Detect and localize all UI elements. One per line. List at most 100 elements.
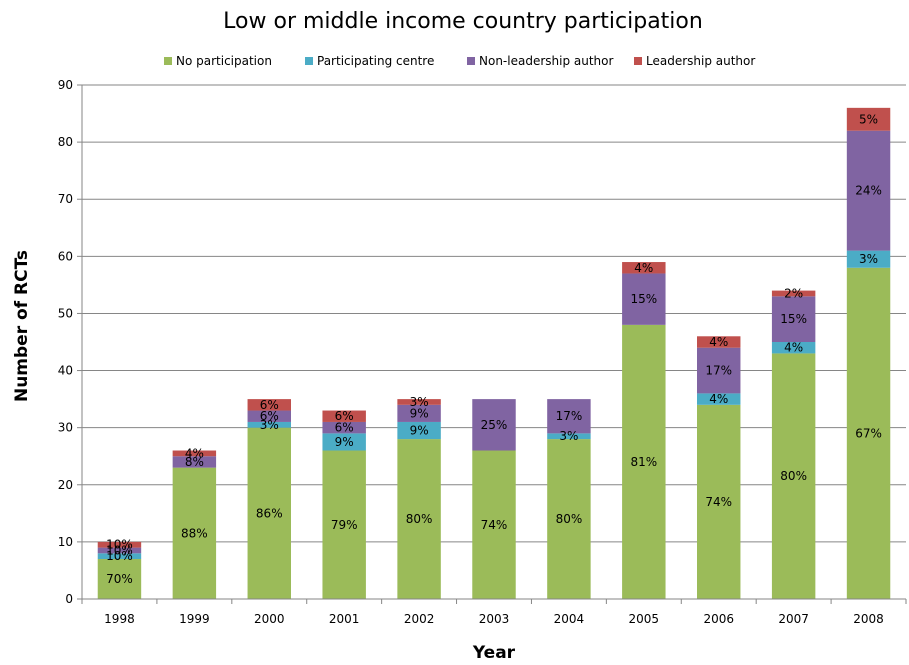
- y-tick-label: 0: [65, 592, 73, 606]
- bar-1998-participating-centre: [97, 553, 142, 560]
- bar-1998-no-participation: [97, 559, 142, 599]
- x-tick-label: 2005: [629, 612, 660, 626]
- data-label: 10%: [106, 538, 133, 552]
- bar-1999-leadership-author: [172, 450, 217, 457]
- data-label: 6%: [260, 398, 279, 412]
- data-label: 4%: [784, 341, 803, 355]
- x-tick-label: 2007: [778, 612, 809, 626]
- x-tick-label: 2008: [853, 612, 884, 626]
- bar-1999-non-leadership-author: [172, 456, 217, 468]
- bar-2004-participating-centre: [547, 433, 591, 440]
- x-tick-label: 1998: [104, 612, 135, 626]
- bar-2008-leadership-author: [846, 107, 891, 131]
- y-axis-title: Number of RCTs: [12, 250, 32, 402]
- data-label: 80%: [780, 469, 807, 483]
- data-label: 8%: [185, 455, 204, 469]
- bars: [97, 107, 891, 599]
- x-tick-label: 1999: [179, 612, 210, 626]
- legend-entry: No participation: [176, 54, 272, 68]
- gridlines: [82, 84, 906, 543]
- bar-2001-leadership-author: [322, 410, 366, 422]
- x-axis-title: Year: [472, 643, 516, 663]
- data-label: 70%: [106, 572, 133, 586]
- legend-entry: Participating centre: [317, 54, 434, 68]
- x-tick-label: 2001: [329, 612, 360, 626]
- data-label: 6%: [260, 409, 279, 423]
- bar-2001-participating-centre: [322, 433, 366, 451]
- bar-2007-no-participation: [771, 353, 816, 599]
- data-label: 9%: [410, 406, 429, 420]
- bar-1998-non-leadership-author: [97, 547, 142, 554]
- data-label: 9%: [335, 435, 354, 449]
- data-label: 86%: [256, 506, 283, 520]
- bar-2001-no-participation: [322, 450, 366, 599]
- y-tick-label: 40: [58, 364, 73, 378]
- legend-swatch: [305, 57, 313, 65]
- bar-2006-non-leadership-author: [697, 347, 741, 394]
- data-label: 17%: [705, 364, 732, 378]
- data-label: 74%: [705, 495, 732, 509]
- bar-2007-non-leadership-author: [771, 296, 816, 342]
- x-tick-label: 2006: [703, 612, 734, 626]
- data-label: 67%: [855, 426, 882, 440]
- y-tick-label: 20: [58, 478, 73, 492]
- legend: No participation Participating centre Non-…: [164, 54, 755, 68]
- bar-2000-participating-centre: [247, 421, 291, 428]
- data-label: 80%: [556, 512, 583, 526]
- bar-2008-participating-centre: [846, 250, 891, 268]
- data-label: 4%: [709, 392, 728, 406]
- y-tick-label: 30: [58, 421, 73, 435]
- data-label: 6%: [335, 409, 354, 423]
- legend-swatch: [467, 57, 475, 65]
- data-label: 79%: [331, 518, 358, 532]
- data-label: 81%: [630, 455, 657, 469]
- bar-2005-non-leadership-author: [622, 273, 666, 325]
- y-tick-label: 10: [58, 535, 73, 549]
- x-tick-label: 2002: [404, 612, 435, 626]
- x-axis-ticks: 1998 1999 2000 2001 2002 2003 2004 2005 2006 2007…: [81, 599, 907, 626]
- bar-2000-leadership-author: [247, 399, 291, 411]
- data-label: 4%: [709, 335, 728, 349]
- data-label: 15%: [630, 292, 657, 306]
- data-label: 17%: [556, 409, 583, 423]
- data-labels: 70%10%10%10%88%8%4%86%3%6%6%79%9%6%6%80%…: [106, 112, 882, 586]
- y-tick-label: 50: [58, 306, 73, 320]
- data-label: 74%: [481, 518, 508, 532]
- bar-2007-participating-centre: [771, 342, 816, 354]
- bar-2004-no-participation: [547, 439, 591, 599]
- x-tick-label: 2000: [254, 612, 285, 626]
- data-label: 15%: [780, 312, 807, 326]
- data-label: 6%: [335, 421, 354, 435]
- data-label: 2%: [784, 286, 803, 300]
- x-tick-label: 2003: [479, 612, 510, 626]
- data-label: 4%: [185, 446, 204, 460]
- bar-2005-no-participation: [622, 324, 666, 599]
- bar-2002-non-leadership-author: [397, 404, 441, 422]
- bar-2000-no-participation: [247, 427, 291, 599]
- bar-2006-leadership-author: [697, 336, 741, 348]
- data-label: 4%: [634, 261, 653, 275]
- x-tick-label: 2004: [554, 612, 585, 626]
- bar-1999-no-participation: [172, 467, 217, 599]
- data-label: 3%: [559, 429, 578, 443]
- bar-2006-participating-centre: [697, 393, 741, 405]
- data-label: 80%: [406, 512, 433, 526]
- bar-2002-no-participation: [397, 439, 441, 599]
- data-label: 88%: [181, 526, 208, 540]
- y-tick-label: 60: [58, 249, 73, 263]
- legend-swatch: [634, 57, 642, 65]
- bar-2008-non-leadership-author: [846, 130, 891, 251]
- y-tick-label: 80: [58, 135, 73, 149]
- y-axis-ticks: 0 10 20 30 40 50 60 70 80 90: [58, 78, 82, 606]
- bar-2000-non-leadership-author: [247, 410, 291, 422]
- data-label: 5%: [859, 112, 878, 126]
- bar-2003-non-leadership-author: [472, 399, 516, 451]
- bar-2001-non-leadership-author: [322, 421, 366, 434]
- legend-entry: Leadership author: [646, 54, 755, 68]
- legend-swatch: [164, 57, 172, 65]
- bar-2008-no-participation: [846, 267, 891, 599]
- y-tick-label: 90: [58, 78, 73, 92]
- data-label: 24%: [855, 184, 882, 198]
- bar-2002-leadership-author: [397, 399, 441, 405]
